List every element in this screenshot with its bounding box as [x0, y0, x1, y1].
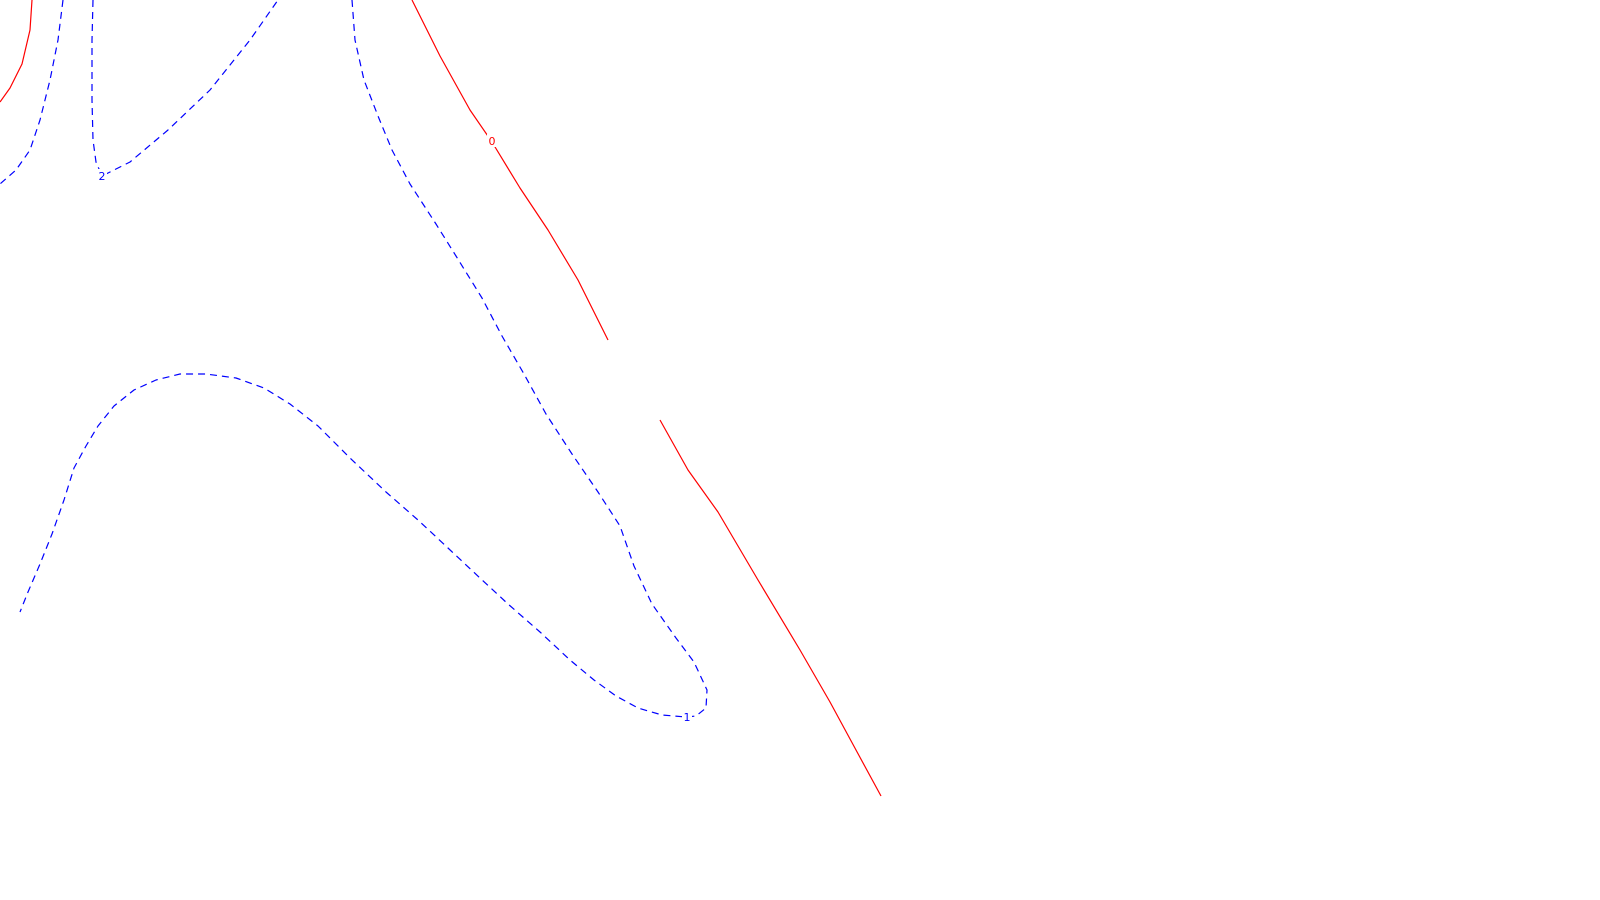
contour-line-level-0-segment-3: [659, 419, 882, 797]
contour-label-background: [97, 169, 107, 182]
contour-line-level-1-segment-1: [19, 0, 708, 718]
contour-label-level-2: 2: [99, 170, 106, 183]
contour-line-level-0-segment-2: [411, 0, 609, 341]
contour-label-level-0: 0: [489, 135, 496, 148]
contour-label-level-1: 1: [684, 711, 691, 724]
contour-line-level-0-segment-1: [0, 0, 33, 103]
contour-line-level-2-segment-1: [0, 0, 64, 185]
contour-line-level-2-segment-2: [91, 0, 279, 177]
contour-label-background: [487, 134, 497, 147]
contour-label-background: [682, 710, 692, 723]
